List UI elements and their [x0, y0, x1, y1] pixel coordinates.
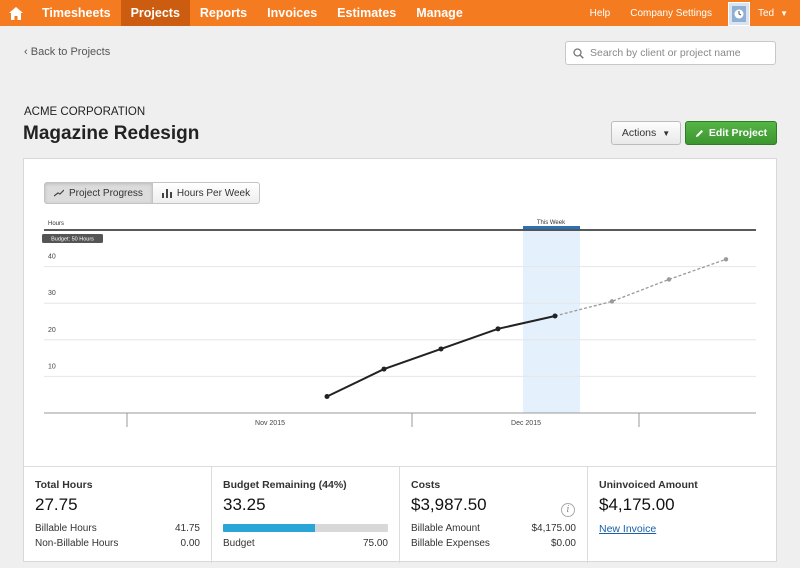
billable-hours-row: Billable Hours 41.75 [35, 523, 200, 534]
actual-series-line [326, 315, 556, 398]
new-invoice-link[interactable]: New Invoice [599, 523, 657, 535]
nonbillable-hours-label: Non-Billable Hours [35, 538, 119, 549]
home-icon[interactable] [0, 0, 32, 26]
y-tick-label: 10 [48, 363, 56, 370]
billable-amount-label: Billable Amount [411, 523, 480, 534]
client-name: ACME CORPORATION [24, 106, 146, 118]
info-icon[interactable]: i [561, 503, 575, 517]
chart-toggle: Project Progress Hours Per Week [44, 182, 261, 204]
pencil-icon [695, 129, 703, 137]
budget-remaining-label: Budget Remaining (44%) [223, 479, 347, 491]
nonbillable-hours-value: 0.00 [180, 538, 200, 549]
chevron-down-icon[interactable]: ▼ [780, 8, 788, 18]
stat-budget-remaining: Budget Remaining (44%) 33.25 Budget 75.0… [212, 467, 400, 563]
budget-value: 75.00 [362, 538, 388, 549]
uninvoiced-label: Uninvoiced Amount [599, 479, 698, 491]
chevron-down-icon: ▼ [662, 128, 671, 138]
x-label-nov-2015: Nov 2015 [255, 420, 285, 427]
costs-label: Costs [411, 479, 441, 491]
nav-manage[interactable]: Manage [416, 6, 463, 20]
this-week-label: This Week [537, 220, 566, 226]
avatar[interactable] [727, 2, 750, 26]
top-nav: Timesheets Projects Reports Invoices Est… [0, 0, 800, 26]
actions-button[interactable]: Actions ▼ [611, 121, 681, 145]
billable-expenses-value: $0.00 [550, 538, 576, 549]
y-tick-label: 40 [48, 254, 56, 261]
nonbillable-hours-row: Non-Billable Hours 0.00 [35, 538, 200, 549]
tab-project-progress[interactable]: Project Progress [44, 182, 153, 204]
actual-point [495, 326, 501, 332]
stat-costs: Costs $3,987.50 i Billable Amount $4,175… [400, 467, 588, 563]
billable-hours-label: Billable Hours [35, 523, 97, 534]
total-hours-value: 27.75 [35, 495, 78, 514]
line-chart-icon [54, 189, 64, 197]
user-name[interactable]: Ted [757, 7, 775, 19]
search-icon [573, 47, 584, 59]
actual-point [381, 366, 387, 372]
nav-timesheets[interactable]: Timesheets [42, 6, 111, 20]
actual-point [438, 346, 444, 352]
budget-progress-bar [223, 524, 388, 532]
edit-project-label: Edit Project [708, 127, 768, 139]
this-week-marker [523, 226, 580, 229]
search-box [565, 41, 776, 65]
actions-label: Actions [621, 127, 657, 139]
chevron-left-icon: ‹ [24, 46, 28, 58]
budget-row: Budget 75.00 [223, 538, 388, 549]
project-card: Project Progress Hours Per Week This Wee… [23, 158, 777, 563]
costs-value: $3,987.50 [411, 495, 487, 514]
tab-project-progress-label: Project Progress [69, 187, 143, 199]
y-tick-label: 20 [48, 327, 56, 334]
nav-reports[interactable]: Reports [199, 6, 248, 20]
billable-amount-value: $4,175.00 [531, 523, 577, 534]
tab-hours-per-week[interactable]: Hours Per Week [152, 182, 261, 204]
back-to-projects-link[interactable]: ‹ Back to Projects [24, 46, 110, 58]
nav-projects[interactable]: Projects [120, 0, 190, 26]
billable-hours-value: 41.75 [174, 523, 200, 534]
budget-remaining-value: 33.25 [223, 495, 266, 514]
actual-point [552, 313, 558, 319]
budget-badge-label: Budget: 50 Hours [51, 237, 94, 243]
projected-point [666, 277, 672, 282]
nav-invoices[interactable]: Invoices [267, 6, 318, 20]
company-settings-link[interactable]: Company Settings [630, 7, 712, 19]
search-input[interactable] [590, 47, 770, 59]
help-link[interactable]: Help [589, 7, 611, 19]
budget-progress-fill [223, 524, 316, 532]
actual-point [324, 394, 330, 400]
billable-amount-row: Billable Amount $4,175.00 [411, 523, 576, 534]
projected-point [609, 299, 615, 304]
stat-total-hours: Total Hours 27.75 Billable Hours 41.75 N… [24, 467, 212, 563]
budget-badge-bg [42, 234, 103, 243]
stat-uninvoiced: Uninvoiced Amount $4,175.00 New Invoice [588, 467, 776, 563]
stats-panel: Total Hours 27.75 Billable Hours 41.75 N… [24, 466, 776, 563]
billable-expenses-label: Billable Expenses [411, 538, 490, 549]
x-label-dec-2015: Dec 2015 [511, 420, 541, 427]
total-hours-label: Total Hours [35, 479, 93, 491]
tab-hours-per-week-label: Hours Per Week [176, 187, 251, 199]
progress-chart: This Week Hours Budget: 50 Hours 10 20 30 4… [42, 220, 756, 427]
y-axis-label: Hours [48, 221, 64, 227]
budget-label: Budget [223, 538, 255, 549]
billable-expenses-row: Billable Expenses $0.00 [411, 538, 576, 549]
edit-project-button[interactable]: Edit Project [685, 121, 777, 145]
projected-series-line [554, 258, 727, 317]
uninvoiced-value: $4,175.00 [599, 495, 675, 514]
bar-chart-icon [161, 188, 172, 198]
page-title: Magazine Redesign [23, 123, 200, 144]
y-tick-label: 30 [48, 290, 56, 297]
nav-estimates[interactable]: Estimates [337, 6, 397, 20]
back-link-label: Back to Projects [30, 46, 111, 58]
projected-point [723, 257, 729, 262]
